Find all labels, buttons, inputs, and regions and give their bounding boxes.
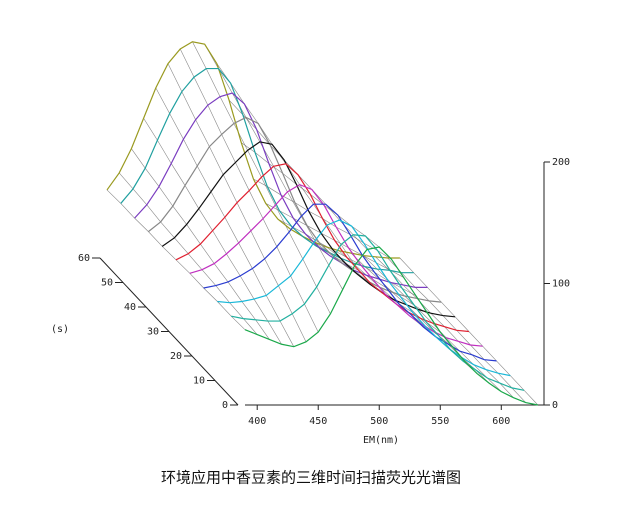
- y-tick-label: 40: [124, 302, 136, 313]
- mesh-row: [231, 234, 525, 391]
- y-tick-label: 60: [78, 253, 90, 264]
- caption: 环境应用中香豆素的三维时间扫描荧光光谱图: [161, 469, 461, 487]
- mesh-row: [134, 92, 428, 288]
- z-tick-label: 200: [552, 157, 570, 168]
- mesh-row: [203, 203, 497, 362]
- z-tick-label: 0: [552, 400, 558, 411]
- y-axis-label: (s): [51, 324, 69, 335]
- x-tick-label: 500: [370, 416, 388, 427]
- x-tick-label: 400: [248, 416, 266, 427]
- mesh-row: [244, 246, 539, 406]
- mesh-row: [120, 67, 414, 274]
- mesh-row: [217, 219, 511, 377]
- x-axis-label: EM(nm): [363, 435, 399, 446]
- x-tick-label: 600: [492, 416, 510, 427]
- y-tick-label: 0: [222, 400, 228, 411]
- y-tick-label: 50: [101, 278, 113, 289]
- mesh-row: [148, 116, 442, 303]
- mesh-row: [106, 41, 400, 259]
- y-tick-label: 10: [193, 376, 205, 387]
- y-tick-label: 30: [147, 327, 159, 338]
- x-tick-label: 450: [309, 416, 327, 427]
- mesh-row: [175, 163, 469, 333]
- y-tick-label: 20: [170, 351, 182, 362]
- mesh-row: [189, 183, 483, 347]
- x-tick-label: 550: [431, 416, 449, 427]
- z-tick-label: 100: [552, 279, 570, 290]
